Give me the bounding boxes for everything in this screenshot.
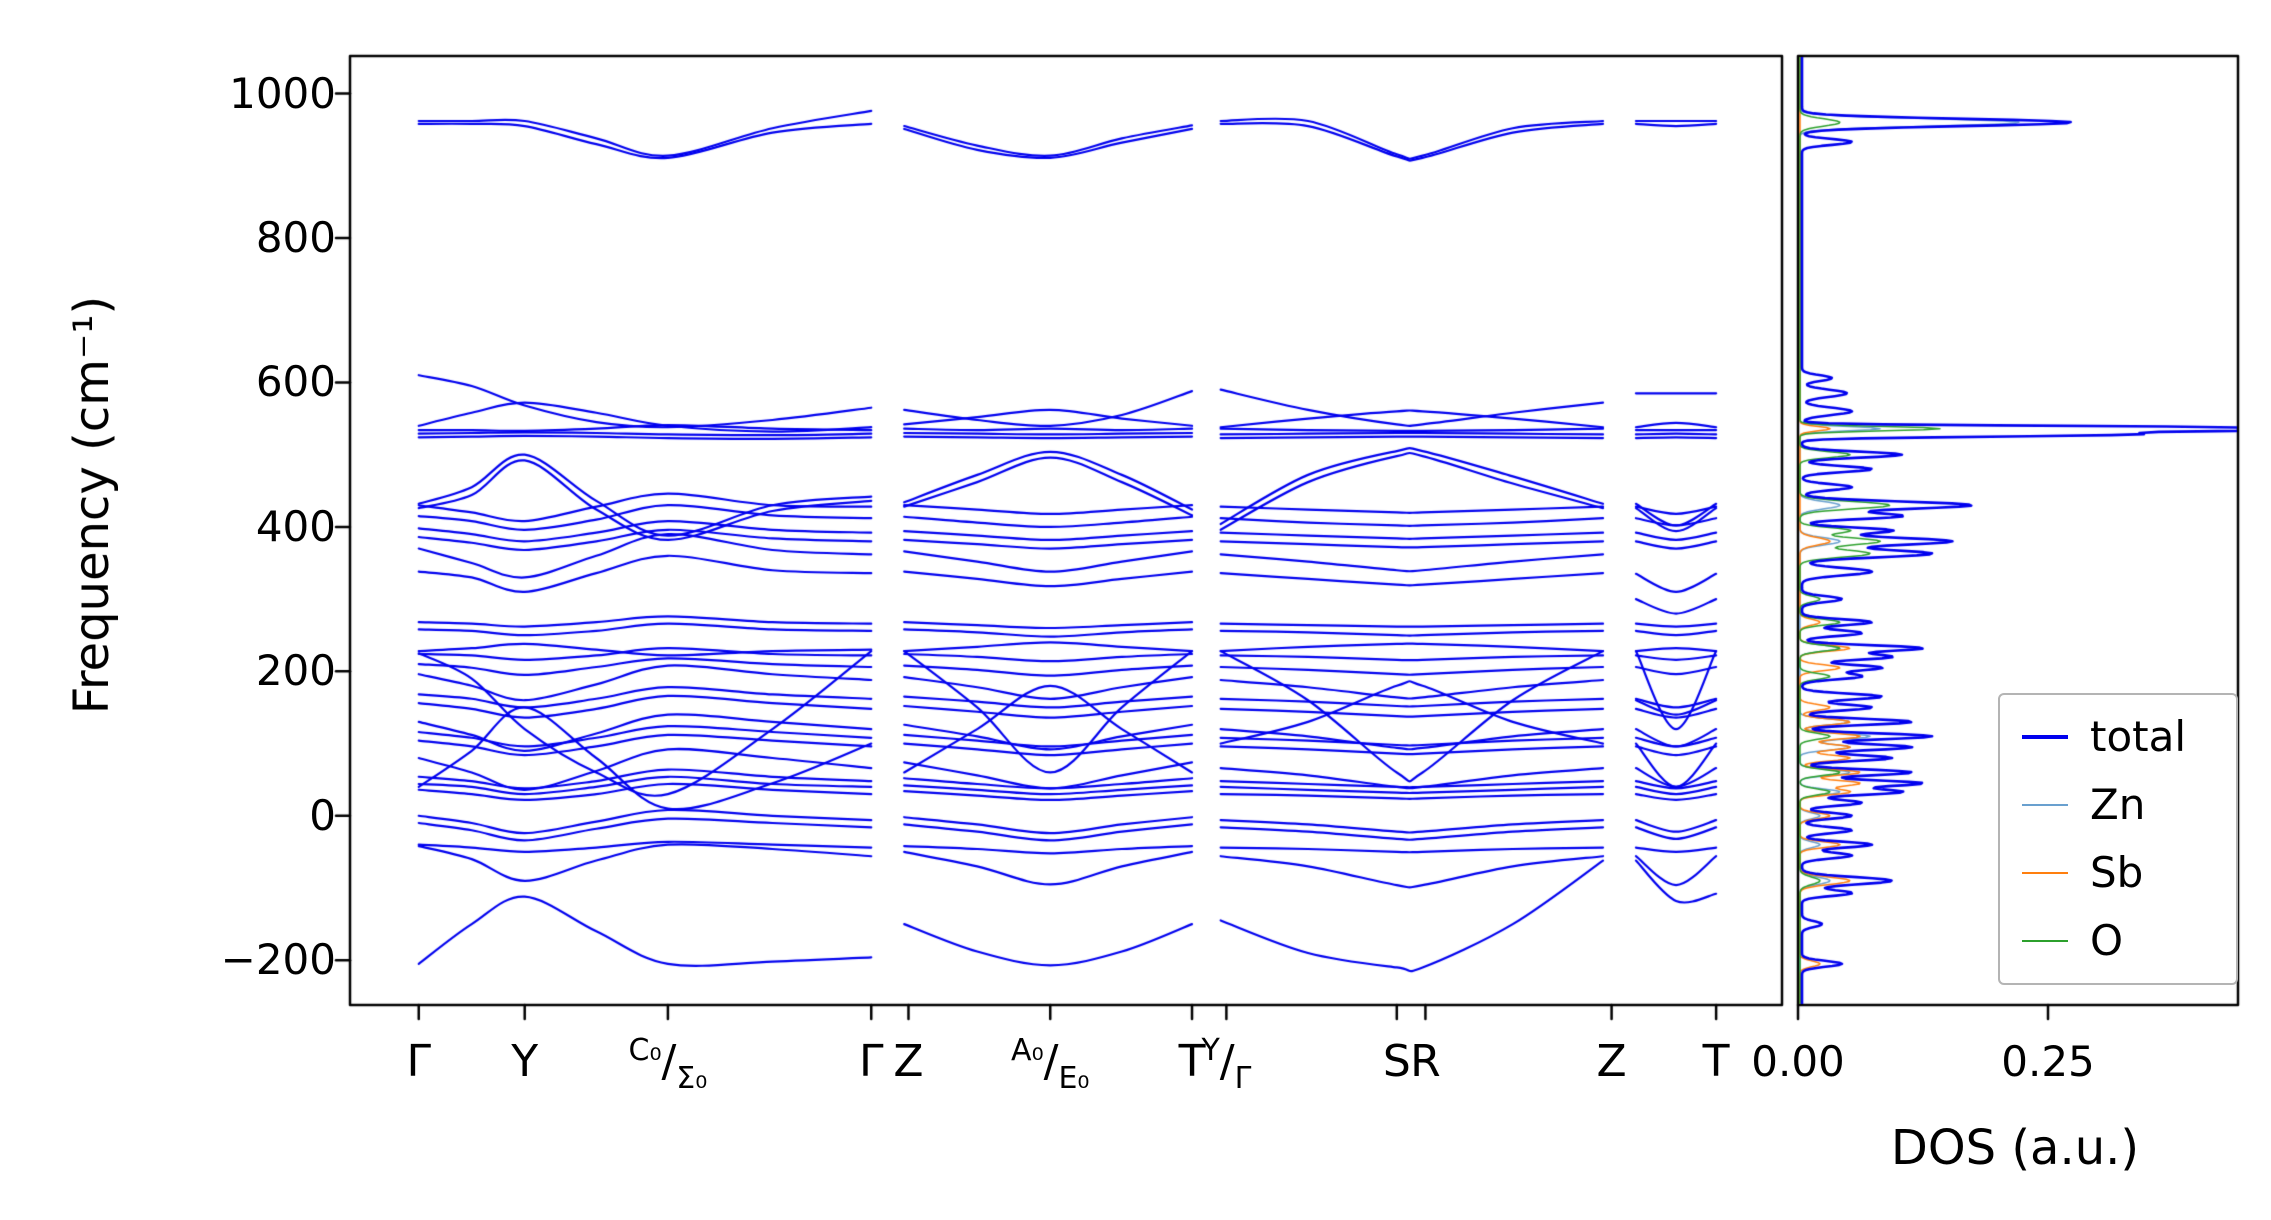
legend-label-O: O <box>2090 916 2124 965</box>
legend-item-total: total <box>2022 716 2214 758</box>
xtick-Y: Y/Γ <box>1201 1033 1252 1096</box>
legend-label-Sb: Sb <box>2090 848 2144 897</box>
ytick-200: 200 <box>255 646 336 696</box>
legend-item-Sb: Sb <box>2022 852 2214 894</box>
dos-x-axis-label: DOS (a.u.) <box>1890 1120 2140 1176</box>
xtick-Γ: Γ <box>858 1036 884 1087</box>
legend-line-O <box>2022 940 2068 942</box>
legend-line-Zn <box>2022 804 2068 806</box>
ytick-800: 800 <box>255 213 336 262</box>
legend: total Zn Sb O <box>1998 693 2238 985</box>
xtick-Γ: Γ <box>406 1036 431 1087</box>
dos-xtick-0.25: 0.25 <box>2001 1037 2095 1086</box>
legend-label-Zn: Zn <box>2090 780 2146 829</box>
legend-item-Zn: Zn <box>2022 784 2214 826</box>
xtick-A₀: A₀/E₀ <box>1011 1033 1090 1096</box>
legend-item-O: O <box>2022 920 2214 962</box>
ytick-1000: 1000 <box>229 68 336 118</box>
xtick-T: T <box>1702 1036 1730 1087</box>
xtick-C₀: C₀/Σ₀ <box>628 1033 708 1096</box>
legend-line-total <box>2022 735 2068 739</box>
xtick-Z: Z <box>893 1036 924 1087</box>
legend-line-Sb <box>2022 872 2068 874</box>
legend-label-total: total <box>2090 712 2187 761</box>
ytick-0: 0 <box>309 790 336 840</box>
xtick-Y: Y <box>511 1036 539 1087</box>
xtick-R: R <box>1410 1036 1441 1087</box>
ytick-400: 400 <box>255 501 336 551</box>
xtick-Z: Z <box>1596 1036 1627 1087</box>
ytick-600: 600 <box>255 357 336 407</box>
ytick--200: −200 <box>220 935 336 985</box>
xtick-S: S <box>1382 1036 1411 1087</box>
xtick-T: T <box>1178 1036 1206 1087</box>
dos-xtick-0.00: 0.00 <box>1751 1037 1845 1086</box>
y-axis-label: Frequency (cm⁻¹) <box>64 295 120 715</box>
